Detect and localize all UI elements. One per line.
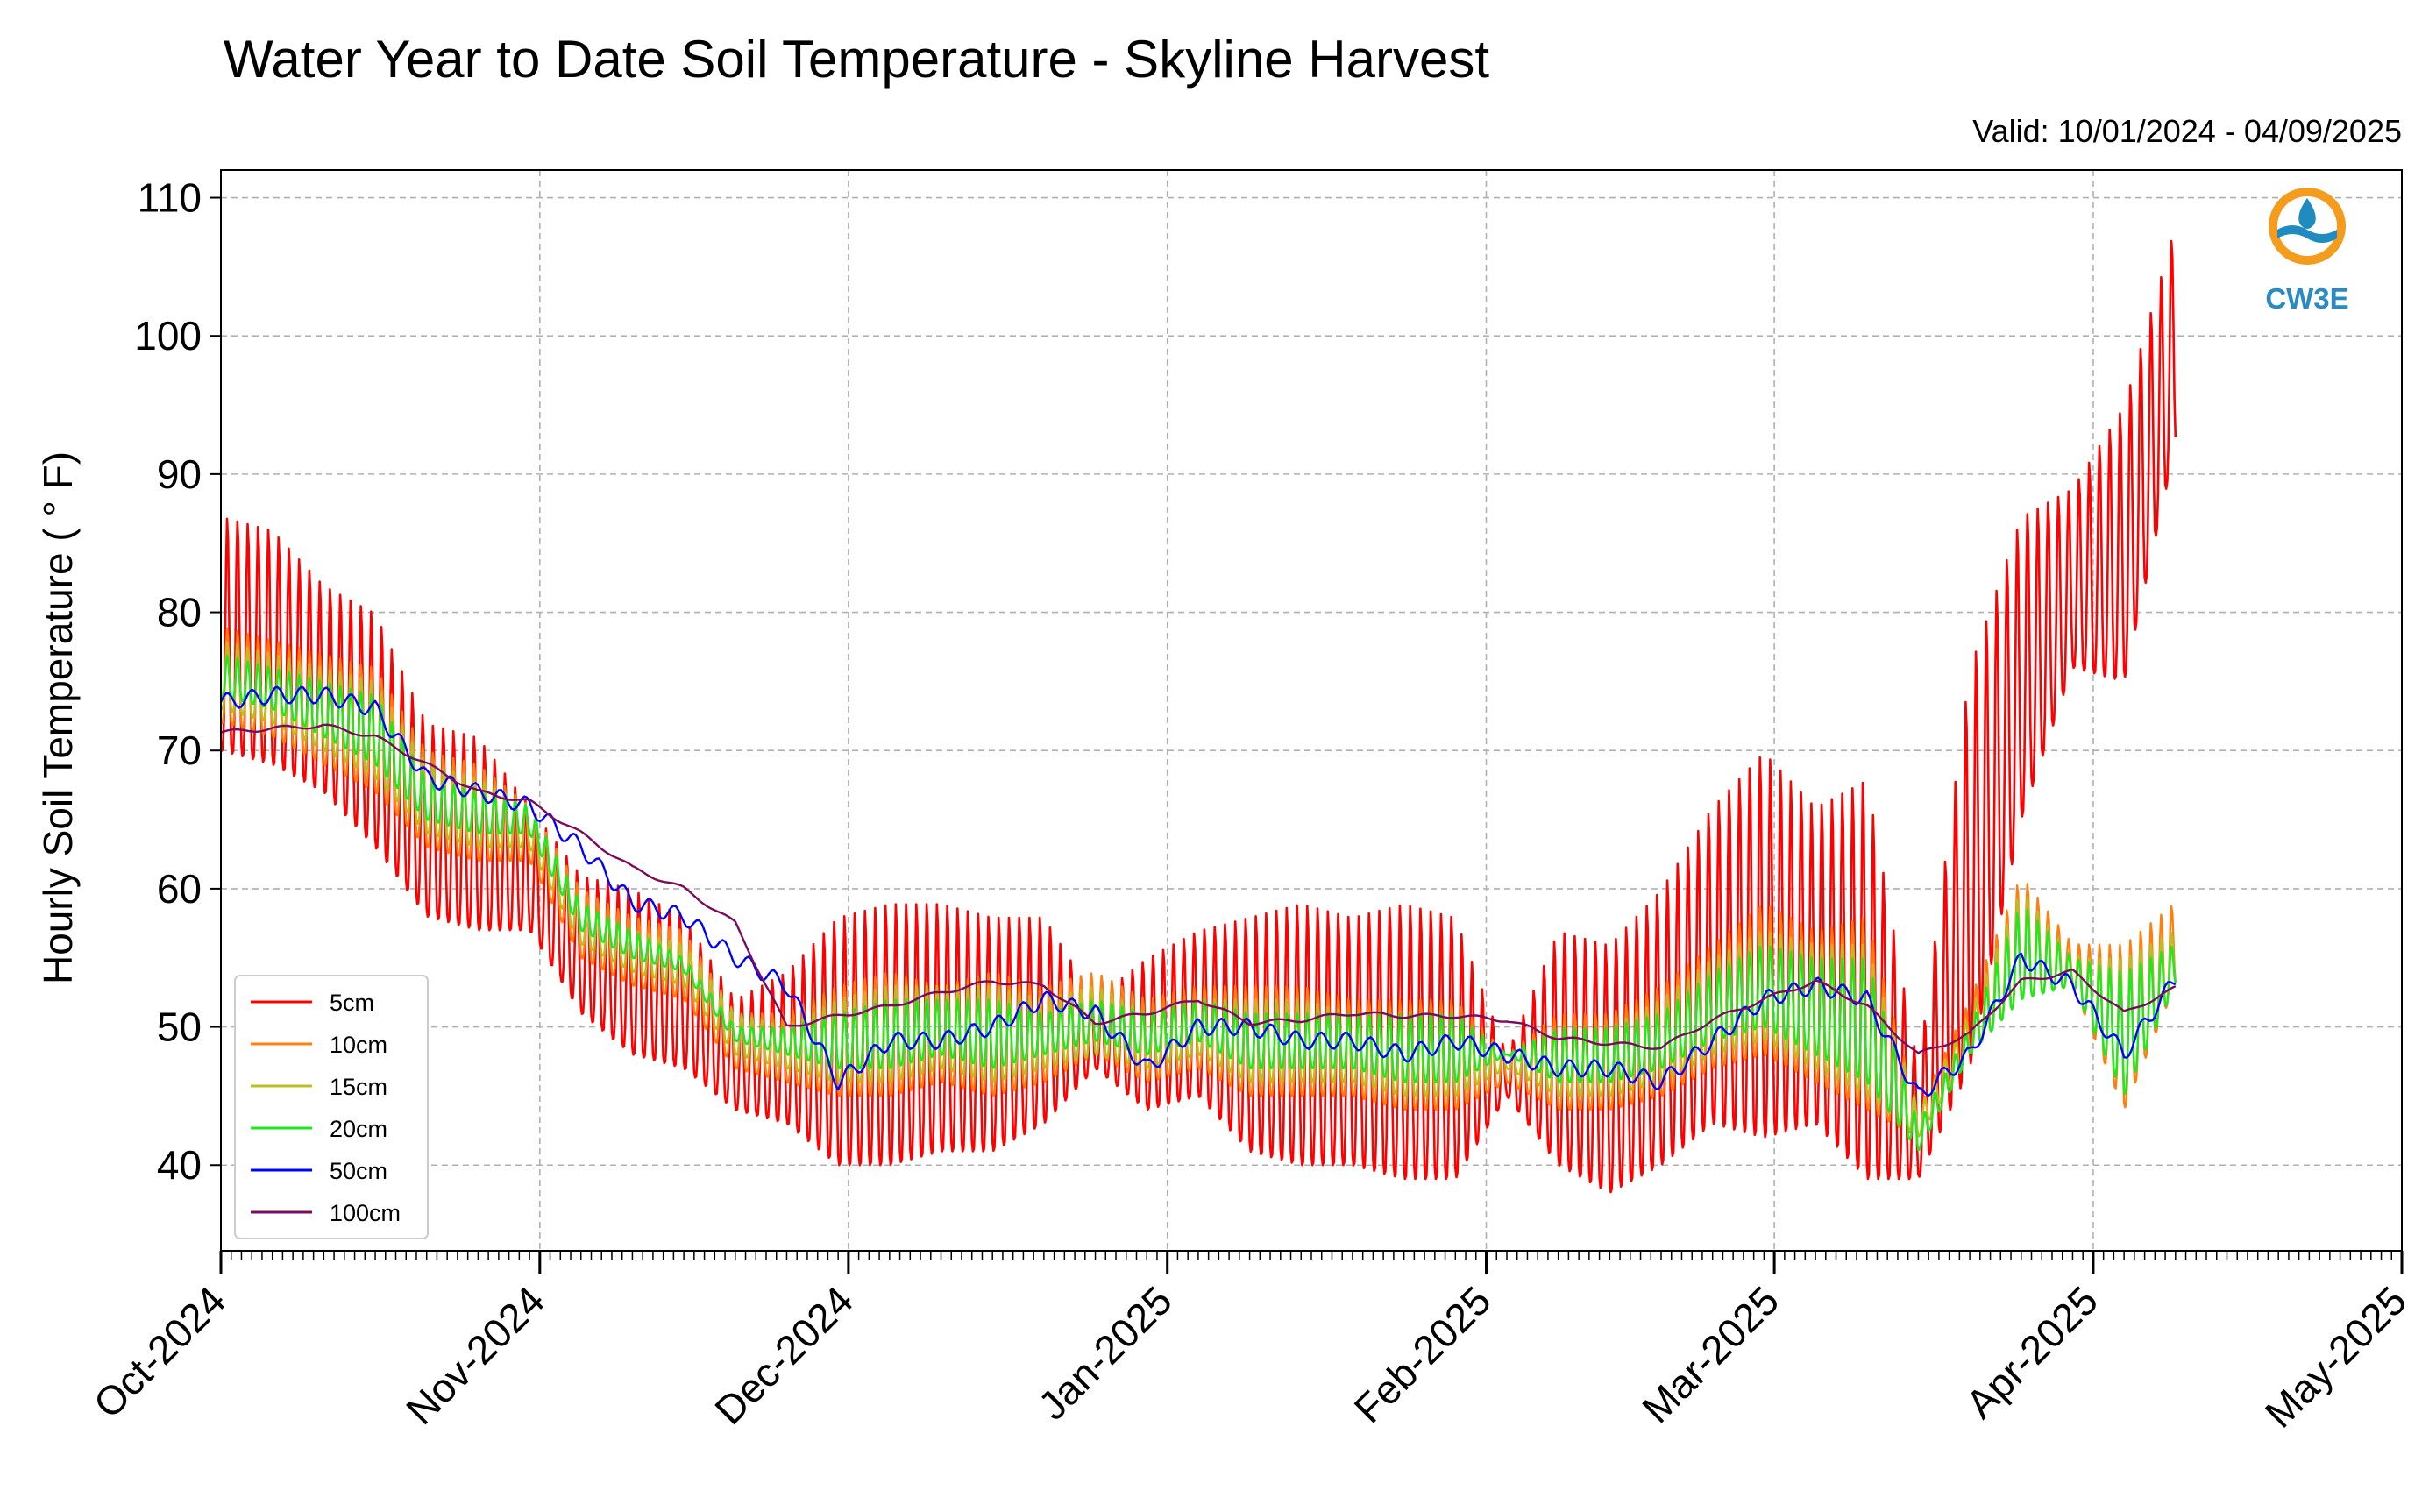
chart-title: Water Year to Date Soil Temperature - Sk… [224, 30, 1489, 89]
y-tick-label: 110 [138, 175, 202, 221]
y-tick-label: 40 [157, 1142, 202, 1188]
grid [220, 170, 2403, 1251]
x-tick-label: Mar-2025 [1633, 1277, 1787, 1431]
x-tick-label: Apr-2025 [1957, 1277, 2106, 1427]
series-line-100cm [221, 723, 2177, 1054]
x-tick-label: Feb-2025 [1346, 1277, 1500, 1431]
legend-label-15cm: 15cm [330, 1074, 387, 1100]
cw3e-logo: CW3E [2265, 188, 2349, 315]
y-tick-label: 50 [157, 1004, 202, 1050]
legend-frame [234, 975, 429, 1239]
chart-subtitle: Valid: 10/01/2024 - 04/09/2025 [1972, 113, 2402, 149]
y-tick-label: 80 [157, 590, 202, 635]
series-line-50cm [221, 685, 2177, 1097]
legend-label-50cm: 50cm [330, 1158, 387, 1184]
legend: 5cm 10cm 15cm 20cm 50cm 100cm [234, 975, 429, 1239]
legend-label-100cm: 100cm [330, 1200, 401, 1226]
x-tick-label: Dec-2024 [706, 1277, 862, 1433]
y-tick-label: 100 [134, 313, 202, 358]
minor-ticks [220, 1251, 2403, 1260]
x-tick-label: Nov-2024 [397, 1277, 553, 1433]
legend-label-10cm: 10cm [330, 1032, 387, 1058]
y-axis-label: Hourly Soil Temperature ( ° F) [35, 451, 81, 984]
legend-label-20cm: 20cm [330, 1116, 387, 1142]
logo-wave-icon [2277, 225, 2337, 243]
x-tick-label: Jan-2025 [1029, 1277, 1180, 1428]
logo-drop-icon [2298, 198, 2316, 229]
series-layer [221, 239, 2177, 1194]
y-ticks: 40 50 60 70 80 90 100 110 [134, 175, 221, 1188]
series-line-20cm [221, 654, 2177, 1152]
x-tick-label: May-2025 [2256, 1277, 2415, 1436]
y-tick-label: 60 [157, 866, 202, 912]
y-tick-label: 70 [157, 728, 202, 773]
x-ticks: Oct-2024 Nov-2024 Dec-2024 Jan-2025 Feb-2025… [85, 1251, 2415, 1437]
logo-text: CW3E [2265, 282, 2348, 315]
legend-label-5cm: 5cm [330, 990, 374, 1016]
y-tick-label: 90 [157, 451, 202, 497]
x-tick-label: Oct-2024 [85, 1277, 235, 1427]
